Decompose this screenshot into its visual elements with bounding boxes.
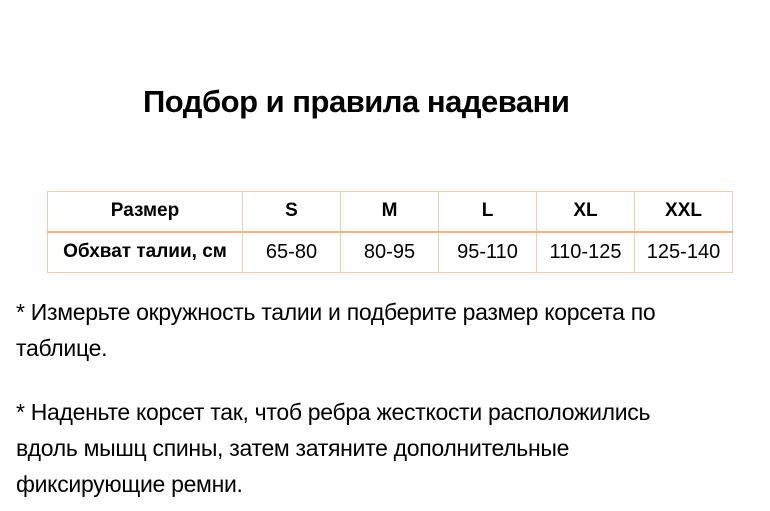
waist-row-label: Обхват талии, см [47, 231, 243, 273]
waist-value-m: 80-95 [340, 231, 439, 273]
size-table-header-row: Размер S M L XL XXL [47, 191, 733, 233]
waist-value-s: 65-80 [242, 231, 341, 273]
waist-value-xl: 110-125 [536, 231, 635, 273]
bottom-clip-overlay [0, 499, 770, 511]
waist-value-l: 95-110 [438, 231, 537, 273]
note-wear-line-1: * Наденьте корсет так, чтоб ребра жестко… [16, 399, 651, 425]
size-table-header-xxl: XXL [634, 191, 733, 233]
size-table-header-l: L [438, 191, 537, 233]
note-measure-line-2: таблице. [16, 335, 108, 361]
size-table-header-s: S [242, 191, 341, 233]
size-table-header-label: Размер [47, 191, 243, 233]
size-table-header-xl: XL [536, 191, 635, 233]
page-title: Подбор и правила надевани [143, 84, 570, 119]
size-table-waist-row: Обхват талии, см 65-80 80-95 95-110 110-… [47, 231, 733, 273]
size-table-header-m: M [340, 191, 439, 233]
note-wear-line-2: вдоль мышц спины, затем затяните дополни… [16, 435, 570, 461]
note-wear-line-3: фиксирующие ремни. [16, 471, 243, 497]
note-wear: * Наденьте корсет так, чтоб ребра жестко… [16, 394, 650, 502]
note-measure: * Измерьте окружность талии и подберите … [16, 294, 656, 366]
size-table: Размер S M L XL XXL Обхват талии, см 65-… [47, 191, 733, 273]
waist-value-xxl: 125-140 [634, 231, 733, 273]
note-measure-line-1: * Измерьте окружность талии и подберите … [16, 299, 656, 325]
